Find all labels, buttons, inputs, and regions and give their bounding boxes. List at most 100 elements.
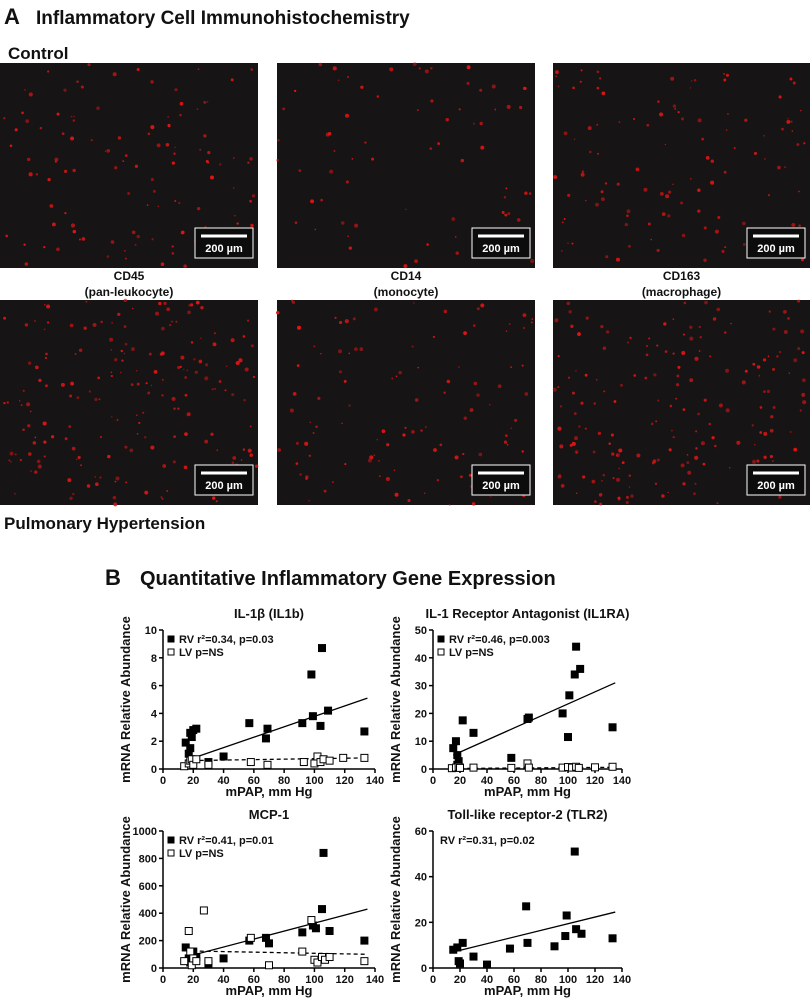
cell-dot [51,222,56,227]
cell-dot [580,401,584,405]
x-tick-label: 0 [430,974,436,986]
cell-dot [612,477,615,480]
data-point [565,691,574,700]
cell-dot [376,439,379,441]
cell-dot [19,458,23,462]
panel-letter: A [4,4,20,29]
cell-dot [653,373,657,377]
data-point [307,916,316,925]
cell-dot [394,492,399,497]
cell-dot [29,410,32,413]
cell-dot [636,453,641,458]
cell-dot [87,63,91,67]
cell-dot [730,322,732,325]
data-point [469,952,478,961]
cell-dot [559,473,561,476]
y-axis-label: mRNA Relative Abundance [388,816,403,983]
data-point [307,670,316,679]
cell-dot [507,212,511,216]
cell-dot [585,199,587,202]
cell-dot [254,464,259,468]
fit-line [185,908,368,958]
cell-dot [334,316,337,319]
cell-dot [575,452,578,454]
cell-dot [414,259,419,264]
cell-dot [45,352,48,356]
cell-dot [250,68,254,71]
cell-dot [601,480,603,482]
cell-dot [796,143,800,147]
cell-dot [522,86,527,90]
cell-dot [244,367,249,372]
fit-line [452,682,616,756]
data-point [246,758,255,767]
cell-dot [75,458,78,461]
cell-dot [635,167,640,172]
cell-dot [471,502,476,506]
data-point [561,932,570,941]
cell-dot [332,481,334,483]
cell-dot [150,125,155,130]
cell-dot [339,320,343,325]
x-tick-label: 80 [278,775,290,787]
cell-dot [624,222,628,227]
cell-dot [463,331,467,336]
cell-dot [439,443,443,447]
cell-dot [234,215,236,217]
cell-dot [767,194,770,197]
cell-dot [694,356,699,361]
cell-dot [557,385,560,389]
cell-dot [298,169,302,172]
cell-dot [791,222,796,227]
cell-dot [426,243,429,246]
cell-dot [554,318,559,323]
cell-dot [436,479,440,482]
cell-dot [675,397,678,400]
cell-dot [204,225,207,228]
cell-dot [47,177,51,182]
cell-dot [341,422,343,425]
cell-dot [664,350,668,353]
x-tick-label: 60 [248,775,260,787]
x-tick-label: 80 [535,974,547,986]
cell-dot [600,190,604,194]
cell-dot [204,376,209,381]
cell-dot [317,396,321,400]
cell-dot [136,234,140,239]
y-tick-label: 400 [139,908,157,920]
cell-dot [112,72,117,77]
cell-dot [580,172,585,177]
cell-dot [200,306,204,310]
cell-dot [772,406,776,409]
cell-dot [703,226,707,230]
cell-dot [657,399,660,402]
data-point [570,847,579,856]
x-tick-label: 20 [187,974,199,986]
cell-dot [647,222,651,226]
cell-dot [680,463,685,468]
cell-dot [733,147,736,149]
cell-dot [354,223,359,228]
cell-dot [789,77,793,81]
data-point [298,947,307,956]
image-label: CD163 [663,269,701,283]
cell-dot [681,351,686,355]
data-point [192,755,201,764]
cell-dot [721,249,725,253]
cell-dot [617,496,621,500]
cell-dot [488,403,491,406]
cell-dot [656,458,660,462]
legend-marker [167,836,175,844]
cell-dot [3,401,6,405]
cell-dot [250,344,254,348]
cell-dot [432,335,435,338]
cell-dot [351,157,354,160]
cell-dot [723,170,727,174]
x-tick-label: 80 [278,974,290,986]
cell-dot [413,302,415,304]
cell-dot [710,180,715,185]
cell-dot [299,473,302,476]
cell-dot [251,194,256,198]
cell-dot [756,365,761,369]
cell-dot [86,484,91,488]
